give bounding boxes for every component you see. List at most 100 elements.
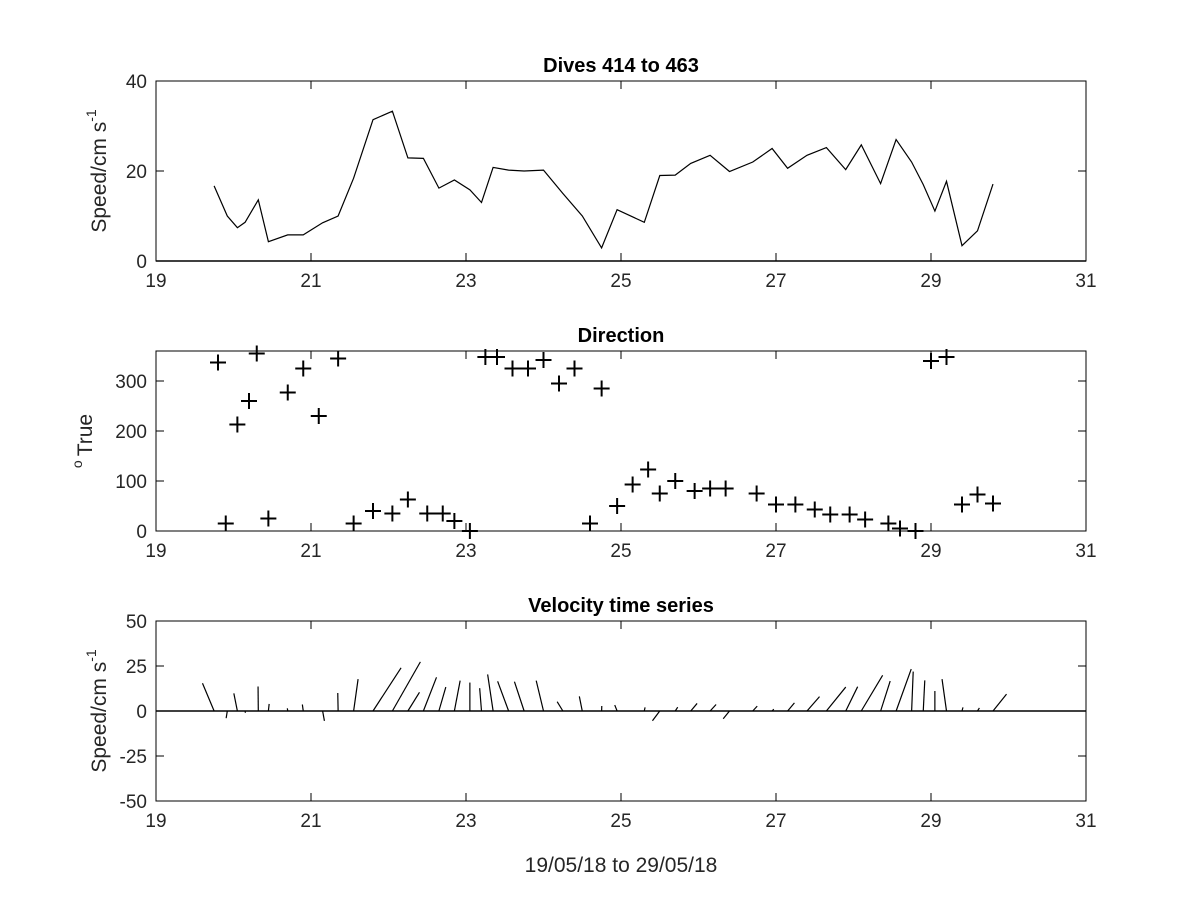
velocity-stick: [825, 686, 847, 712]
direction-point: [841, 506, 858, 523]
direction-point: [248, 345, 265, 362]
x-tick-label: 25: [610, 541, 631, 562]
velocity-stick: [690, 703, 698, 712]
x-tick-label: 25: [610, 271, 631, 292]
direction-point: [260, 510, 277, 527]
velocity-stick: [513, 681, 525, 712]
velocity-title: Velocity time series: [528, 595, 714, 617]
speed-series-line: [213, 110, 994, 250]
x-tick-label: 31: [1075, 811, 1096, 832]
direction-point: [210, 354, 226, 371]
direction-xticks: 19 21 23 25 27 29 31: [145, 351, 1097, 562]
direction-point: [384, 505, 401, 522]
direction-point: [857, 511, 874, 528]
direction-point: [748, 485, 765, 502]
velocity-stick: [453, 680, 461, 712]
x-tick-label: 19: [145, 271, 166, 292]
direction-marks: [210, 345, 1001, 539]
direction-point: [434, 505, 451, 522]
velocity-stick: [201, 683, 215, 712]
velocity-stick: [422, 677, 438, 712]
velocity-stick: [992, 693, 1008, 712]
direction-point: [504, 360, 521, 377]
direction-point: [985, 495, 1001, 512]
velocity-stick: [438, 686, 447, 712]
speed-yticks: 0 20 40: [126, 72, 1086, 273]
velocity-xticks: 19 21 23 25 27 29 31: [145, 621, 1097, 832]
x-tick-label: 21: [300, 811, 321, 832]
velocity-stick: [922, 680, 926, 712]
direction-point: [938, 349, 955, 365]
direction-point: [330, 350, 347, 367]
velocity-stick: [479, 688, 483, 712]
velocity-xlabel: 19/05/18 to 29/05/18: [525, 854, 718, 877]
direction-point: [241, 393, 257, 409]
x-tick-label: 21: [300, 541, 321, 562]
speed-marks: [156, 110, 1086, 262]
y-tick-label: 0: [136, 522, 147, 543]
velocity-stick: [497, 681, 510, 712]
direction-point: [535, 352, 552, 368]
velocity-stick: [860, 675, 884, 712]
direction-point: [787, 496, 804, 513]
y-tick-label: 25: [126, 657, 147, 678]
x-tick-label: 29: [920, 541, 941, 562]
x-tick-label: 21: [300, 271, 321, 292]
x-tick-label: 31: [1075, 271, 1096, 292]
x-tick-label: 27: [765, 271, 786, 292]
direction-point: [399, 491, 416, 508]
direction-point: [566, 360, 583, 377]
x-tick-label: 27: [765, 541, 786, 562]
direction-point: [880, 515, 897, 532]
velocity-stick: [961, 707, 964, 712]
velocity-stick: [941, 679, 948, 712]
direction-point: [923, 353, 939, 369]
velocity-yticks: 50 25 0 -25 -50: [120, 612, 1086, 813]
velocity-stick: [911, 671, 914, 712]
direction-point: [345, 515, 362, 532]
direction-point: [229, 416, 246, 433]
direction-point: [489, 349, 505, 365]
direction-point: [217, 515, 234, 532]
direction-point: [702, 480, 719, 497]
direction-point: [806, 501, 823, 518]
velocity-stick: [722, 710, 730, 720]
velocity-stick: [372, 667, 402, 712]
velocity-stick: [806, 696, 820, 712]
direction-point: [969, 486, 986, 503]
x-tick-label: 25: [610, 811, 631, 832]
velocity-stick: [233, 693, 238, 712]
direction-point: [419, 505, 436, 522]
velocity-stick: [535, 680, 545, 712]
velocity-stick: [674, 706, 679, 712]
velocity-stick: [578, 696, 583, 712]
velocity-stick: [614, 704, 618, 712]
x-tick-label: 29: [920, 271, 941, 292]
direction-point: [520, 360, 536, 377]
direction-axes: [155, 350, 1087, 532]
velocity-stick: [787, 702, 795, 712]
velocity-stick: [487, 674, 494, 712]
velocity-stick: [322, 710, 325, 722]
direction-point: [295, 360, 312, 377]
direction-point: [446, 513, 463, 529]
direction-point: [667, 473, 684, 489]
speed-ylabel: Speed/cm s-1: [83, 109, 111, 233]
y-tick-label: 0: [136, 252, 147, 273]
velocity-stick: [752, 705, 758, 712]
direction-point: [593, 380, 610, 397]
y-tick-label: 20: [126, 162, 147, 183]
speed-xticks: 19 21 23 25 27 29 31: [145, 81, 1097, 292]
velocity-stick: [845, 686, 859, 712]
velocity-stick: [407, 691, 420, 712]
direction-point: [609, 498, 626, 514]
direction-point: [365, 503, 381, 519]
x-tick-label: 27: [765, 811, 786, 832]
y-tick-label: 50: [126, 612, 147, 633]
y-tick-label: 0: [136, 702, 147, 723]
direction-panel: Direction oTrue 19 21 23 25 27 29 31 0 100 200 30…: [69, 325, 1097, 562]
direction-point: [907, 523, 924, 539]
direction-point: [310, 408, 327, 424]
direction-point: [768, 496, 784, 513]
